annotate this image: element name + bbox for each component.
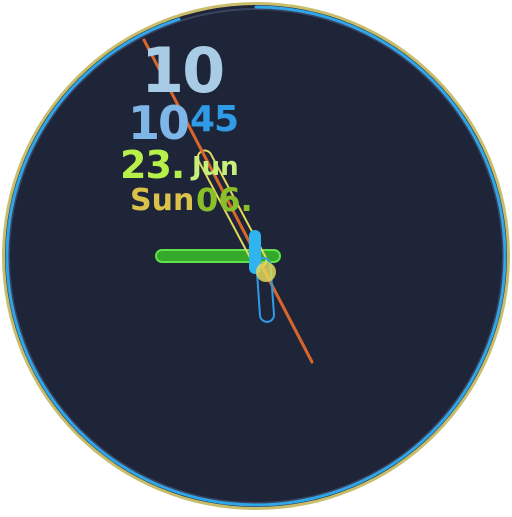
progress-ring [5,5,507,507]
digital-hour: 10 [128,96,190,150]
center-hand-blue [249,230,261,274]
sub-hand [255,256,275,323]
week-number: 06. [196,181,253,219]
clock-hands-icon [142,38,314,364]
digital-minute: 45 [190,99,239,140]
inner-track [8,8,504,504]
second-hand [142,38,314,364]
hour-hand [155,249,281,263]
date-month: Jun [192,152,239,182]
big-hour-text: 10 [141,34,225,107]
date-day: 23. [120,143,185,187]
weekday-label: Sun [130,183,195,218]
center-cap [256,262,276,282]
